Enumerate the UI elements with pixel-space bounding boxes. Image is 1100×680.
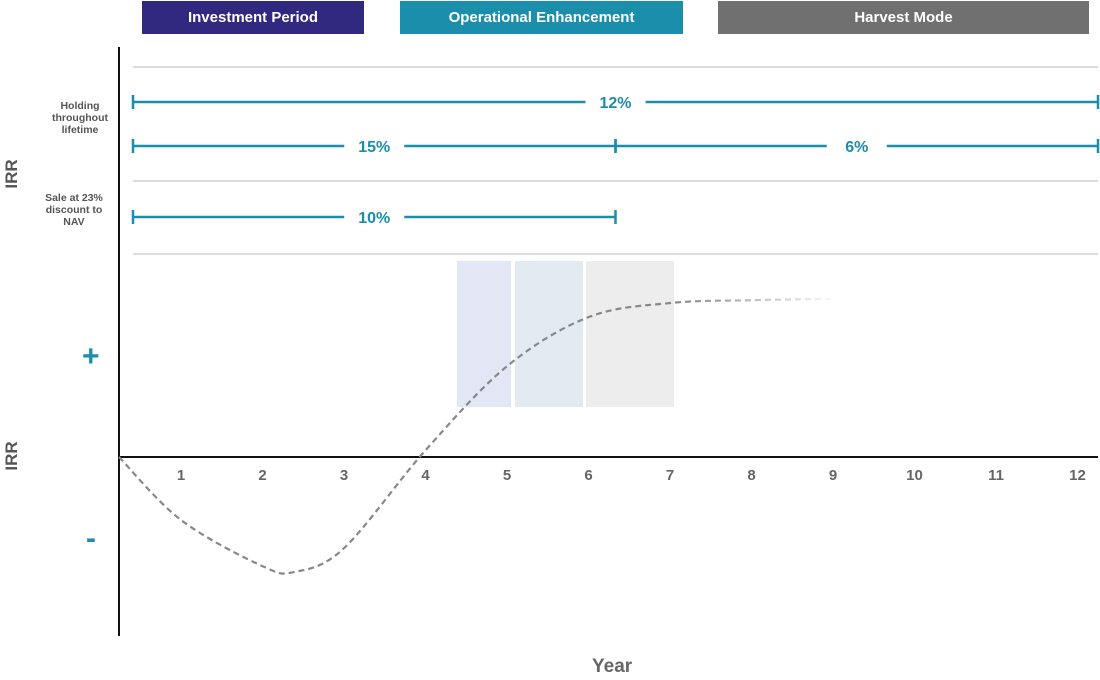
irr-bar: 6% xyxy=(614,136,1100,156)
irr-bar-label-bg xyxy=(585,92,646,112)
irr-bar-label: 12% xyxy=(599,95,631,112)
irr-bar: 12% xyxy=(131,92,1100,112)
x-tick-label: 6 xyxy=(584,467,592,484)
phase-investment-period: Investment Period xyxy=(142,1,364,34)
x-tick-label: 10 xyxy=(906,467,923,484)
phase-harvest-mode: Harvest Mode xyxy=(718,1,1089,34)
grid-lines xyxy=(133,66,1098,255)
x-tick-label: 11 xyxy=(988,467,1004,484)
x-tick-label: 9 xyxy=(829,467,837,484)
phase-shades xyxy=(457,261,674,407)
x-tick-label: 2 xyxy=(258,467,266,484)
phase-shade-0 xyxy=(457,261,511,407)
irr-bars: 12% 15% 6% 10% xyxy=(131,92,1100,227)
irr-bar: 10% xyxy=(131,207,617,227)
x-tick-label: 3 xyxy=(340,467,348,484)
irr-bar-label-bg xyxy=(344,136,405,156)
irr-bar-label-bg xyxy=(826,136,887,156)
phase-shade-1 xyxy=(515,261,583,407)
phase-shade-2 xyxy=(586,261,674,407)
x-tick-label: 8 xyxy=(747,467,755,484)
irr-bar-label: 10% xyxy=(358,210,390,227)
x-tick-label: 1 xyxy=(177,467,185,484)
x-tick-label: 5 xyxy=(503,467,511,484)
x-tick-label: 12 xyxy=(1069,467,1086,484)
axes xyxy=(118,47,1098,636)
x-tick-label: 4 xyxy=(421,467,430,484)
irr-bar-label-bg xyxy=(344,207,405,227)
irr-bar: 15% xyxy=(131,136,617,156)
x-axis-label: Year xyxy=(592,656,633,677)
irr-bar-label: 6% xyxy=(845,139,868,156)
irr-curve xyxy=(118,297,834,575)
phase-operational-enhancement: Operational Enhancement xyxy=(400,1,683,34)
irr-curve-line xyxy=(118,297,834,575)
x-tick-label: 7 xyxy=(666,467,674,484)
irr-bar-label: 15% xyxy=(358,139,390,156)
sale-scenario-label: Sale at 23% discount to NAV xyxy=(45,192,103,228)
x-tick-labels: 1 2 3 4 5 6 7 8 9 10 11 12 xyxy=(177,467,1086,484)
holding-scenario-label: Holding throughout lifetime xyxy=(52,100,108,136)
positive-sign: + xyxy=(82,340,100,373)
negative-sign: - xyxy=(86,522,96,555)
